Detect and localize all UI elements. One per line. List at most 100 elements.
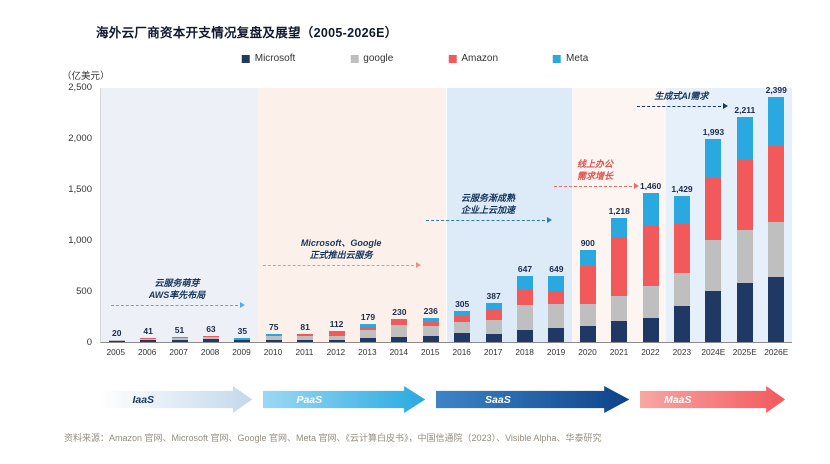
plot-area: 20 41 51 63 35 75 81 112 179 230 236 305 387 647 649 90… <box>100 85 792 343</box>
bar-segment-google <box>391 325 408 337</box>
bar-segment-google <box>516 304 533 331</box>
bar-segment-google <box>705 240 722 291</box>
bar-segment-amazon <box>265 334 282 336</box>
bar-column-2007: 51 <box>164 88 195 342</box>
bar-segment-amazon <box>234 338 251 340</box>
x-axis-label: 2017 <box>483 347 503 357</box>
y-tick-label: 0 <box>86 337 92 348</box>
x-axis-label: 2015 <box>421 347 440 357</box>
bar-segment-amazon <box>202 335 219 337</box>
bar-segment-microsoft <box>265 340 282 342</box>
bar-segment-google <box>202 336 219 339</box>
bar-total-label: 2,211 <box>734 104 756 115</box>
bar-segment-amazon <box>454 315 471 323</box>
bar-column-2009: 35 <box>227 88 258 342</box>
bar-stack <box>454 310 471 342</box>
bar-segment-amazon <box>705 177 722 240</box>
bar-segment-meta <box>674 196 691 225</box>
bar-stack <box>674 196 691 342</box>
stage-arrows: IaaS PaaS SaaS MaaS <box>100 386 792 413</box>
x-axis-label: 2008 <box>200 347 220 357</box>
bar-column-2015: 236 <box>415 88 446 342</box>
bar-segment-microsoft <box>328 339 345 342</box>
annotation-2: Microsoft、Google 正式推出云服务 <box>263 237 422 268</box>
bar-segment-google <box>611 295 628 321</box>
legend-label: Meta <box>566 53 589 64</box>
bar-total-label: 35 <box>237 326 248 337</box>
bar-segment-meta <box>391 318 408 321</box>
bar-total-label: 1,993 <box>702 126 725 137</box>
bar-segment-google <box>548 303 565 328</box>
annotation-1: 云服务萌芽 AWS率先布局 <box>111 277 245 308</box>
annotation-5: 生成式AI需求 <box>636 90 729 109</box>
x-axis-label: 2016 <box>452 347 471 357</box>
x-axis-label: 2018 <box>515 347 534 357</box>
bar-segment-amazon <box>516 290 533 305</box>
x-axis-label: 2024E <box>701 347 726 357</box>
y-tick-label: 2,500 <box>68 82 92 93</box>
bar-column-2025E: 2,211 <box>729 88 760 342</box>
bar-segment-meta <box>548 275 565 292</box>
bar-segment-google <box>768 221 785 277</box>
bar-column-2026E: 2,399 <box>761 85 792 342</box>
bar-segment-amazon <box>674 224 691 274</box>
bar-total-label: 179 <box>360 311 376 322</box>
dashed-arrow-icon <box>553 182 639 189</box>
bar-column-2024E: 1,993 <box>698 88 729 342</box>
bar-total-label: 1,429 <box>671 184 693 195</box>
bar-segment-amazon <box>328 332 345 337</box>
x-axis-label: 2022 <box>641 347 660 357</box>
bar-segment-microsoft <box>234 340 251 342</box>
annotation-line: 线上办公 <box>577 158 614 169</box>
annotation-4: 线上办公 需求增长 <box>553 158 639 189</box>
annotation-line: 企业上云加速 <box>460 205 515 216</box>
x-axis-label: 2021 <box>609 347 629 357</box>
bar-segment-microsoft <box>674 306 691 342</box>
bar-segment-meta <box>485 302 502 310</box>
annotation-line: AWS率先布局 <box>148 290 206 301</box>
bar-segment-amazon <box>548 291 565 304</box>
bar-segment-google <box>579 303 596 327</box>
stage-label: PaaS <box>296 393 323 406</box>
bar-segment-google <box>359 330 376 338</box>
bar-segment-google <box>674 273 691 307</box>
y-tick-label: 1,500 <box>68 184 92 195</box>
dashed-arrow-icon <box>263 261 422 268</box>
y-axis: 0 500 1,000 1,500 2,000 2,500 <box>50 82 96 348</box>
bar-total-label: 387 <box>486 290 501 301</box>
bar-segment-microsoft <box>768 276 785 342</box>
bar-segment-google <box>642 285 659 318</box>
bar-segment-amazon <box>359 326 376 331</box>
bar-segment-amazon <box>768 146 785 222</box>
source-note: 资料来源：Amazon 官网、Microsoft 官网、Google 官网、Me… <box>64 433 602 443</box>
bar-segment-amazon <box>642 225 659 286</box>
x-axis-label: 2007 <box>169 347 188 357</box>
bar-column-2005: 20 <box>101 88 132 342</box>
bar-stack <box>768 97 785 342</box>
bar-column-2021: 1,218 <box>604 88 635 342</box>
bar-segment-meta <box>265 334 282 335</box>
x-axis-label: 2006 <box>137 347 157 357</box>
bar-stack <box>328 330 345 342</box>
legend-item-google: google <box>350 53 393 64</box>
bar-column-2023: 1,429 <box>666 88 697 342</box>
bar-total-label: 20 <box>111 327 122 338</box>
bar-segment-google <box>297 336 314 340</box>
stage-label: IaaS <box>132 393 155 406</box>
bar-segment-meta <box>328 330 345 333</box>
annotation-line: 正式推出云服务 <box>309 250 373 261</box>
bar-segment-microsoft <box>516 330 533 342</box>
bar-stack <box>642 193 659 342</box>
bar-total-label: 230 <box>392 306 407 317</box>
bar-segment-microsoft <box>579 326 596 342</box>
bar-total-label: 236 <box>423 305 438 316</box>
x-axis-label: 2010 <box>263 347 283 357</box>
legend-swatch-meta <box>553 54 562 63</box>
bar-stack <box>485 302 502 342</box>
bar-segment-amazon <box>391 320 408 326</box>
bar-segment-google <box>108 340 125 342</box>
bar-segment-microsoft <box>736 282 753 342</box>
bar-stack <box>234 338 251 342</box>
bar-column-2022: 1,460 <box>635 88 666 342</box>
